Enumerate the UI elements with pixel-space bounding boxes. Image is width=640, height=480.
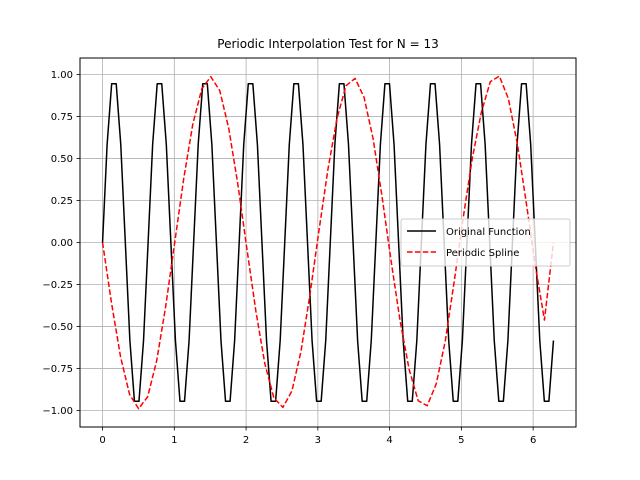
y-tick-label: 0.00 [51,238,73,249]
plot-area [101,75,555,410]
legend-label-periodic-spline: Periodic Spline [446,248,519,259]
y-tick-label: 1.00 [51,70,73,81]
x-tick-label: 1 [171,435,177,446]
y-tick-label: −0.75 [42,364,73,375]
x-tick-label: 2 [243,435,249,446]
y-axis: −1.00 −0.75 −0.50 −0.25 0.00 0.25 0.50 0.75 1.00 [42,70,80,417]
legend-box [400,218,571,267]
series-line-original-function [101,82,555,403]
legend-label-original-function: Original Function [446,227,531,238]
x-tick-label: 5 [458,435,464,446]
y-tick-label: −1.00 [42,406,73,417]
y-tick-label: 0.75 [51,112,73,123]
x-tick-label: 6 [530,435,536,446]
y-tick-label: 0.50 [51,154,73,165]
series-line-periodic-spline [101,75,555,410]
x-axis: 0 1 2 3 4 5 6 [99,427,536,446]
chart-title: Periodic Interpolation Test for N = 13 [217,37,438,51]
x-tick-label: 0 [99,435,105,446]
x-tick-label: 3 [315,435,321,446]
y-tick-label: −0.25 [42,280,73,291]
x-tick-label: 4 [386,435,392,446]
legend: Original Function Periodic Spline [400,218,571,267]
y-tick-label: 0.25 [51,196,73,207]
y-tick-label: −0.50 [42,322,73,333]
